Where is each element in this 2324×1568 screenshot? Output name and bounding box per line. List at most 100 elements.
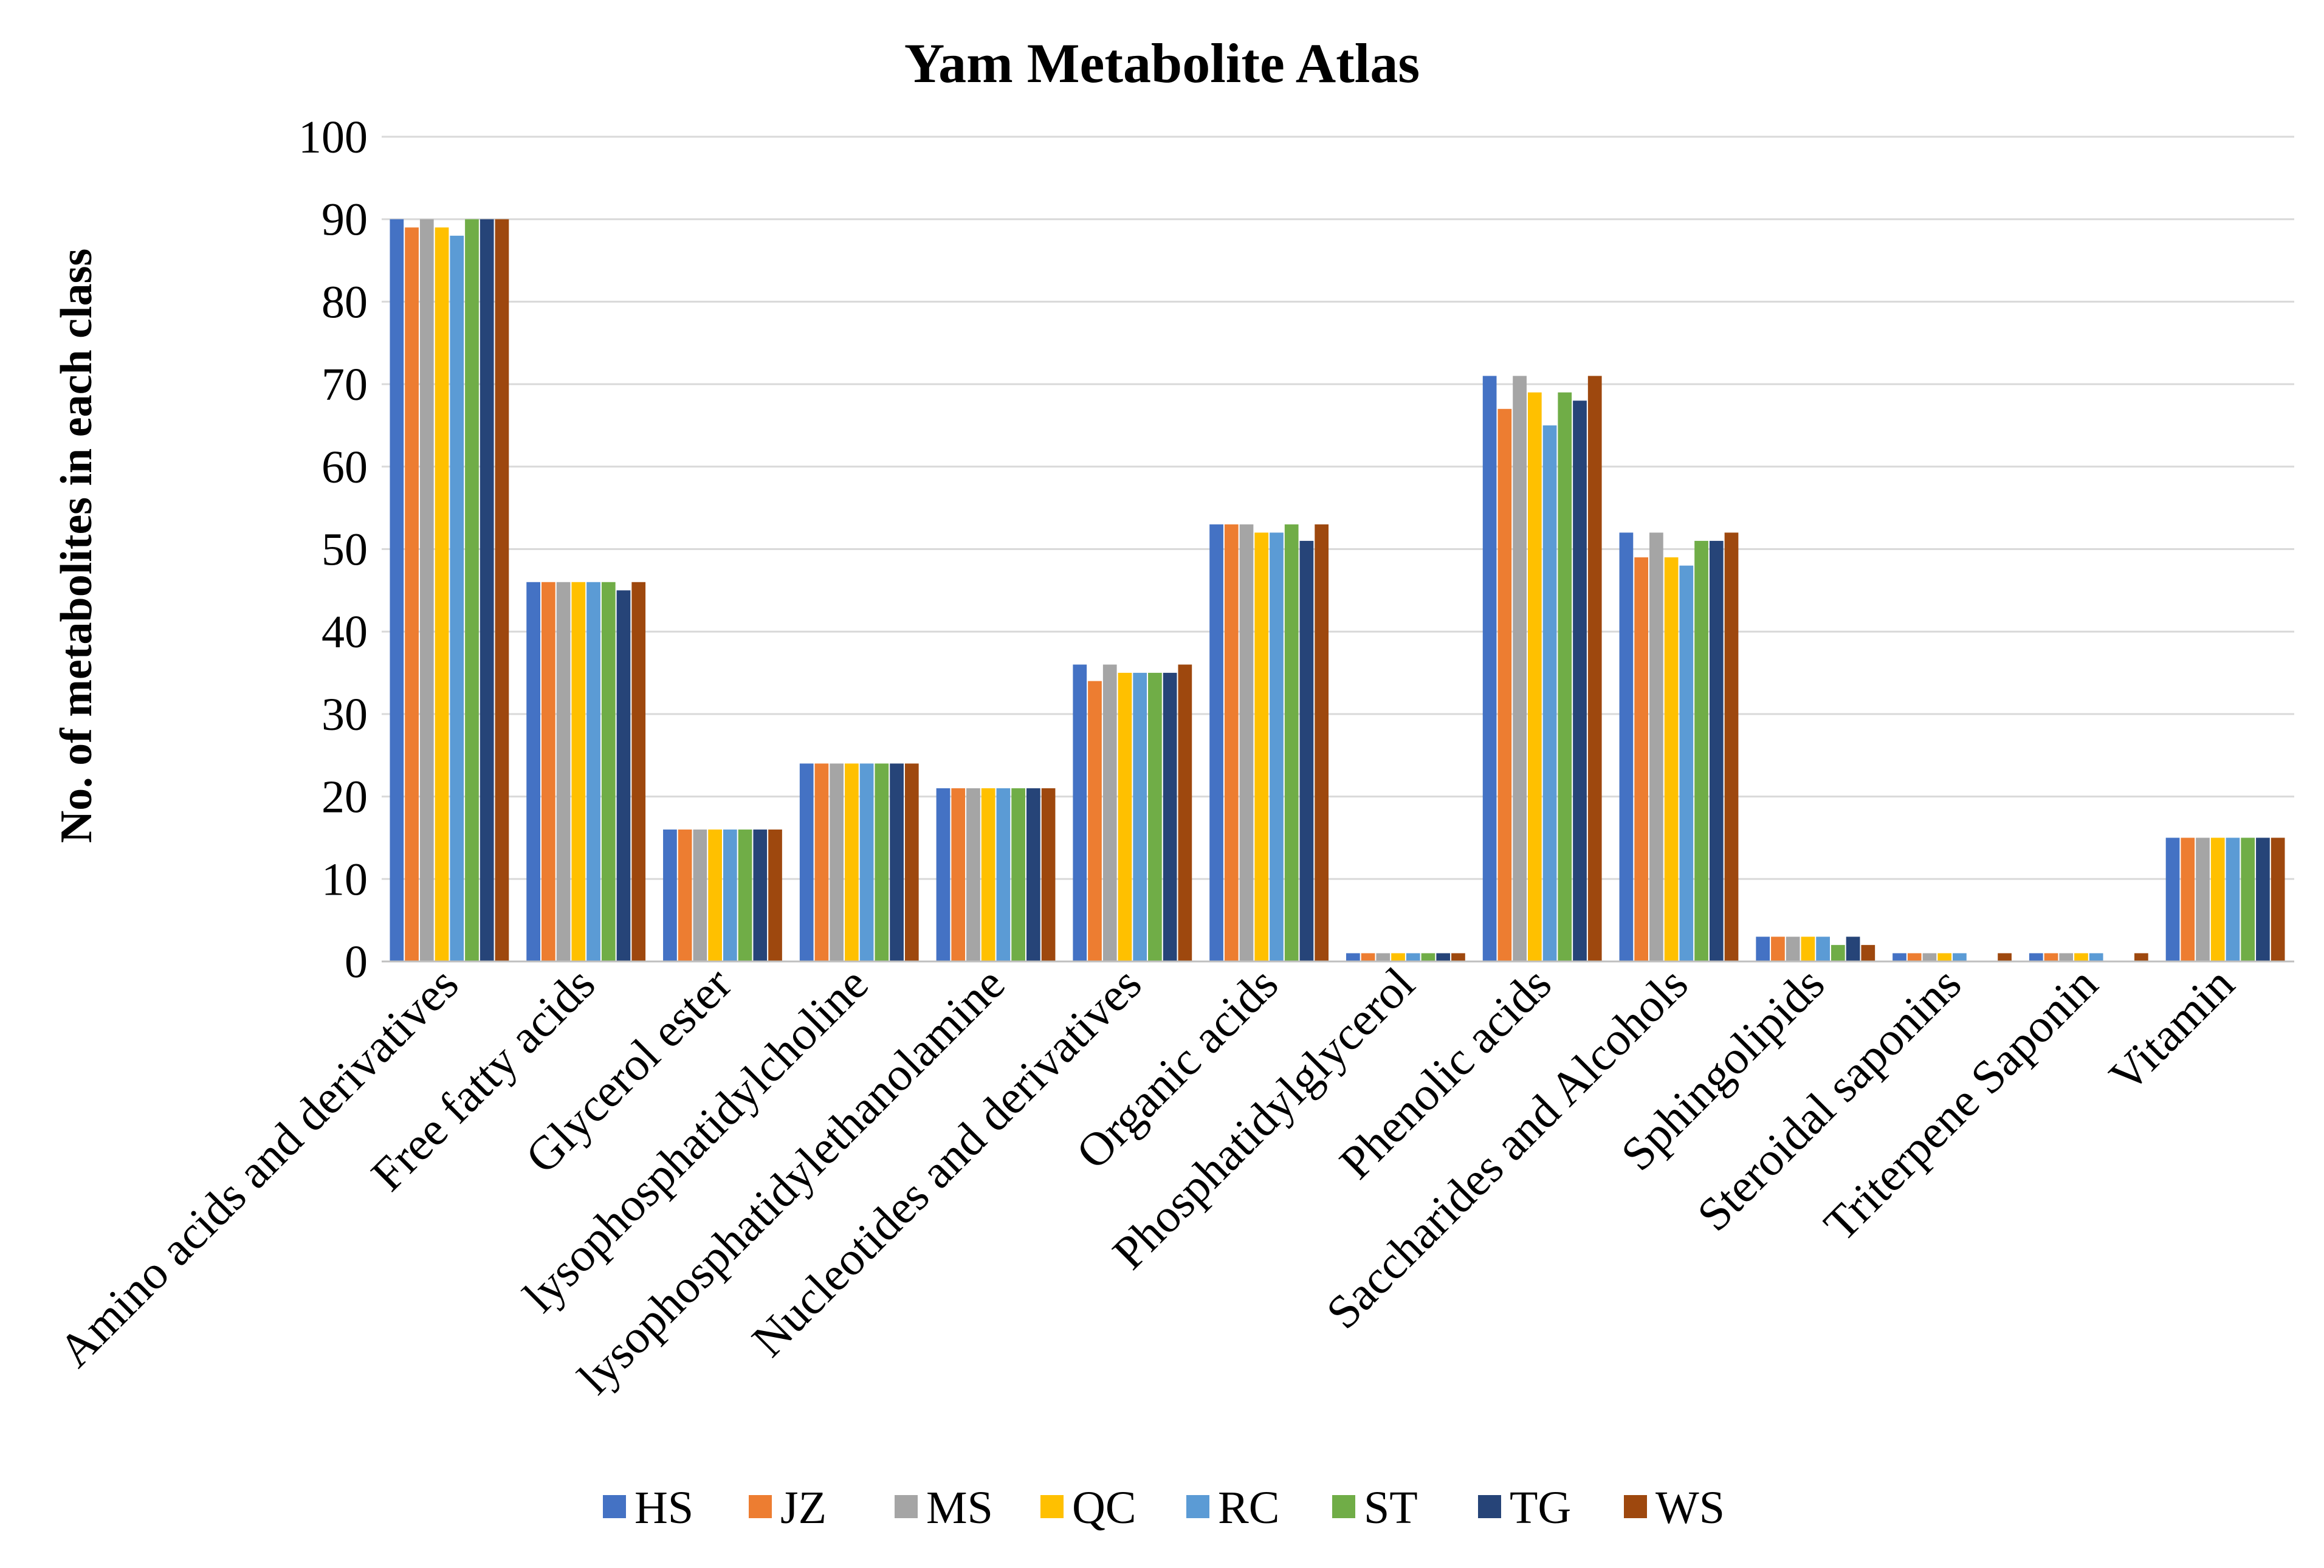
bar-RC-2 [723, 829, 737, 961]
bar-HS-10 [1756, 937, 1770, 961]
bar-WS-7 [1451, 953, 1465, 961]
bar-WS-10 [1861, 944, 1875, 961]
bar-RC-10 [1816, 937, 1830, 961]
bar-TG-4 [1026, 788, 1040, 961]
bar-RC-11 [1953, 953, 1967, 961]
legend-label-HS: HS [634, 1482, 693, 1533]
legend-swatch-QC [1040, 1495, 1064, 1518]
bar-TG-13 [2256, 837, 2270, 961]
bar-ST-6 [1284, 524, 1299, 961]
y-tick-label: 20 [321, 772, 368, 823]
bar-TG-3 [890, 763, 904, 961]
bar-RC-3 [859, 763, 874, 961]
bar-MS-2 [693, 829, 707, 961]
bar-HS-3 [799, 763, 814, 961]
y-axis-label: No. of metabolites in each class [52, 249, 101, 843]
bar-JZ-10 [1771, 937, 1785, 961]
bar-QC-5 [1118, 673, 1132, 961]
bar-ST-0 [465, 219, 479, 962]
bar-HS-12 [2029, 953, 2043, 961]
y-tick-label: 90 [321, 194, 368, 246]
bar-MS-13 [2196, 837, 2210, 961]
legend-swatch-RC [1186, 1495, 1209, 1518]
bar-MS-4 [966, 788, 980, 961]
bar-JZ-3 [814, 763, 829, 961]
legend-label-MS: MS [926, 1482, 993, 1533]
bar-HS-8 [1482, 376, 1497, 961]
bar-WS-9 [1724, 532, 1739, 961]
bar-RC-7 [1406, 953, 1420, 961]
bar-JZ-2 [678, 829, 692, 961]
bar-MS-3 [830, 763, 844, 961]
legend-label-WS: WS [1655, 1482, 1725, 1533]
y-axis-ticks: 0 10 20 30 40 50 60 70 80 90 100 [298, 112, 368, 988]
bar-QC-6 [1254, 532, 1269, 961]
bar-MS-9 [1649, 532, 1663, 961]
bar-RC-1 [586, 582, 600, 961]
bar-JZ-6 [1224, 524, 1239, 961]
legend-swatch-MS [895, 1495, 918, 1518]
bar-WS-2 [768, 829, 782, 961]
bar-MS-5 [1102, 664, 1117, 961]
bar-ST-7 [1421, 953, 1435, 961]
bar-WS-0 [495, 219, 509, 962]
bar-HS-9 [1619, 532, 1634, 961]
bar-ST-13 [2241, 837, 2255, 961]
bar-MS-6 [1239, 524, 1254, 961]
bar-HS-5 [1073, 664, 1087, 961]
bar-ST-9 [1694, 540, 1708, 961]
bar-ST-3 [875, 763, 889, 961]
bar-QC-9 [1664, 557, 1679, 961]
bar-QC-0 [435, 227, 449, 961]
bar-QC-11 [1937, 953, 1952, 961]
bar-HS-11 [1893, 953, 1906, 961]
bar-QC-13 [2210, 837, 2225, 961]
bar-MS-10 [1786, 937, 1800, 961]
bar-JZ-9 [1634, 557, 1649, 961]
bar-MS-12 [2059, 953, 2074, 961]
y-tick-label: 40 [321, 607, 368, 658]
bar-JZ-8 [1497, 408, 1512, 961]
bar-TG-0 [480, 219, 494, 962]
bar-MS-11 [1922, 953, 1937, 961]
bar-HS-7 [1346, 953, 1360, 961]
bar-HS-4 [936, 788, 951, 961]
bar-JZ-0 [405, 227, 419, 961]
bar-WS-13 [2271, 837, 2285, 961]
legend-label-QC: QC [1072, 1482, 1136, 1533]
bar-TG-5 [1163, 673, 1177, 961]
bar-MS-1 [556, 582, 571, 961]
bar-QC-2 [708, 829, 722, 961]
bar-ST-1 [601, 582, 616, 961]
bar-TG-6 [1299, 540, 1314, 961]
bar-RC-6 [1270, 532, 1284, 961]
bar-TG-10 [1846, 937, 1860, 961]
y-tick-label: 10 [321, 854, 368, 905]
y-tick-label: 70 [321, 359, 368, 410]
legend-label-ST: ST [1364, 1482, 1418, 1533]
legend-swatch-HS [603, 1495, 626, 1518]
bar-JZ-12 [2044, 953, 2058, 961]
bar-TG-7 [1436, 953, 1451, 961]
bar-HS-0 [390, 219, 404, 962]
bar-TG-1 [616, 590, 631, 961]
legend-label-TG: TG [1510, 1482, 1571, 1533]
x-tick-label: Vitamin [2099, 957, 2244, 1102]
bar-RC-9 [1679, 565, 1694, 961]
bar-WS-5 [1178, 664, 1192, 961]
legend-swatch-WS [1624, 1495, 1647, 1518]
bar-HS-2 [663, 829, 677, 961]
bar-ST-8 [1558, 392, 1572, 961]
bars [390, 219, 2285, 962]
bar-RC-8 [1542, 425, 1557, 961]
bar-RC-13 [2226, 837, 2240, 961]
y-tick-label: 100 [298, 112, 368, 163]
legend-swatch-JZ [749, 1495, 772, 1518]
bar-ST-4 [1011, 788, 1025, 961]
bar-TG-9 [1709, 540, 1724, 961]
bar-ST-5 [1148, 673, 1162, 961]
legend-swatch-TG [1478, 1495, 1501, 1518]
legend-label-RC: RC [1218, 1482, 1279, 1533]
bar-JZ-13 [2181, 837, 2195, 961]
